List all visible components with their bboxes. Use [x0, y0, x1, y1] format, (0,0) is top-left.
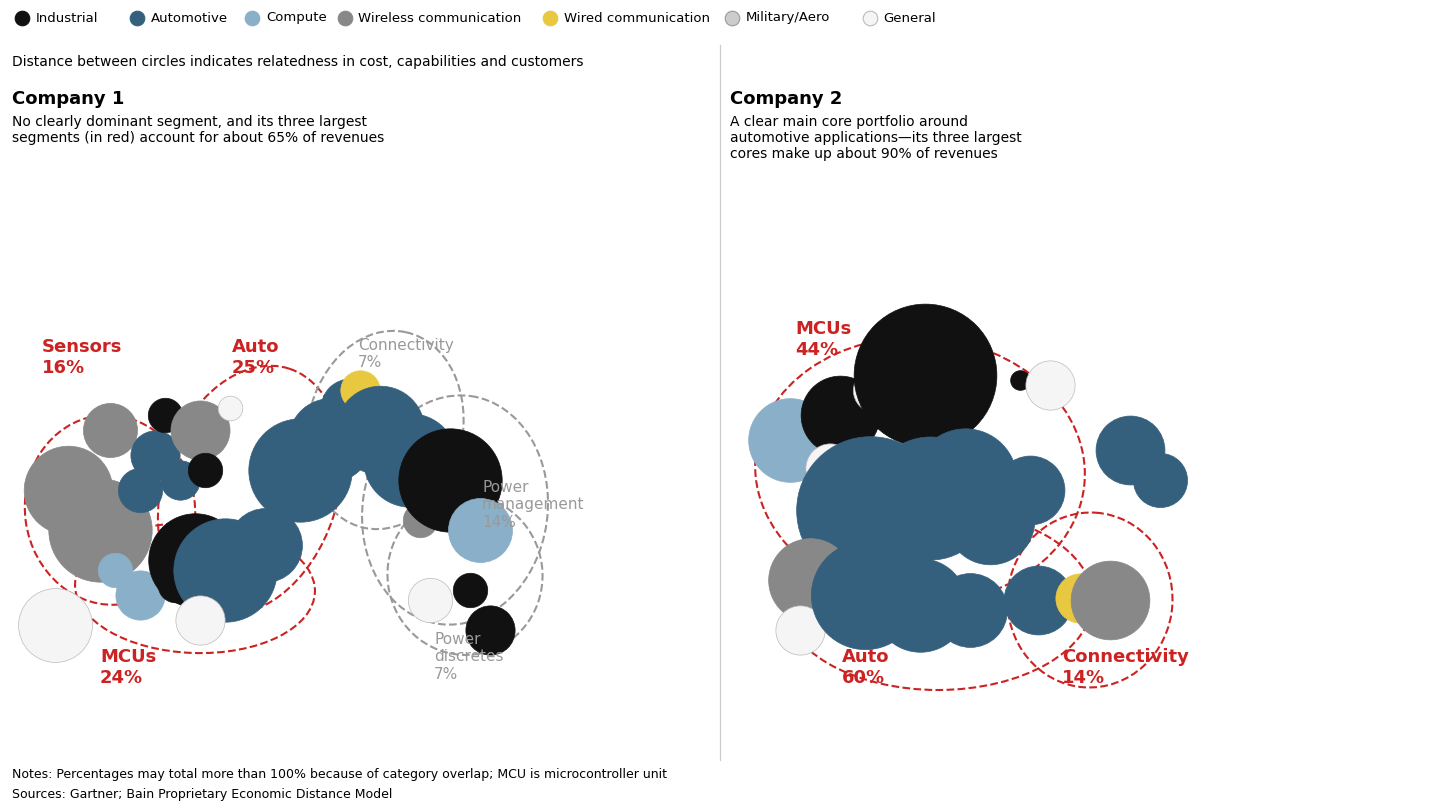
Point	[458, 583, 481, 596]
Point	[193, 463, 216, 476]
Point	[164, 578, 187, 591]
Point	[979, 514, 1002, 526]
Text: General: General	[884, 11, 936, 24]
Point	[288, 463, 311, 476]
Point	[125, 11, 148, 24]
Point	[144, 449, 167, 462]
Text: Industrial: Industrial	[36, 11, 98, 24]
Point	[128, 589, 151, 602]
Point	[828, 408, 851, 421]
Point	[1149, 474, 1172, 487]
Point	[128, 484, 151, 497]
Point	[854, 589, 877, 602]
Text: Compute: Compute	[266, 11, 327, 24]
Point	[168, 474, 192, 487]
Text: Wireless communication: Wireless communication	[359, 11, 521, 24]
Point	[478, 624, 501, 637]
Text: Company 1: Company 1	[12, 90, 124, 108]
Text: Power
discretes
7%: Power discretes 7%	[433, 632, 504, 682]
Point	[1008, 373, 1031, 386]
Text: Notes: Percentages may total more than 100% because of category overlap; MCU is : Notes: Percentages may total more than 1…	[12, 768, 667, 781]
Text: Sensors
16%: Sensors 16%	[42, 338, 122, 377]
Text: Distance between circles indicates relatedness in cost, capabilities and custome: Distance between circles indicates relat…	[12, 55, 583, 69]
Text: A clear main core portfolio around
automotive applications—its three largest
cor: A clear main core portfolio around autom…	[730, 115, 1022, 161]
Point	[1027, 594, 1050, 607]
Point	[333, 11, 356, 24]
Point	[953, 474, 976, 487]
Point	[789, 624, 812, 637]
Point	[913, 369, 936, 382]
Point	[720, 11, 743, 24]
Point	[56, 484, 79, 497]
Point	[909, 599, 932, 612]
Text: MCUs
44%: MCUs 44%	[795, 320, 851, 359]
Point	[1018, 484, 1041, 497]
Text: Automotive: Automotive	[151, 11, 228, 24]
Point	[858, 11, 881, 24]
Point	[419, 594, 442, 607]
Point	[798, 573, 821, 586]
Point	[438, 474, 461, 487]
Text: Auto
60%: Auto 60%	[842, 648, 890, 687]
Point	[864, 383, 887, 396]
Point	[189, 613, 212, 626]
Point	[468, 523, 491, 536]
Point	[1119, 444, 1142, 457]
Text: MCUs
24%: MCUs 24%	[99, 648, 157, 687]
Point	[189, 424, 212, 437]
Point	[318, 433, 341, 446]
Text: Connectivity
14%: Connectivity 14%	[1063, 648, 1189, 687]
Text: Connectivity
7%: Connectivity 7%	[359, 338, 454, 370]
Point	[338, 402, 361, 415]
Point	[253, 539, 276, 552]
Point	[369, 424, 392, 437]
Text: Power
management
14%: Power management 14%	[482, 480, 585, 530]
Point	[348, 383, 372, 396]
Point	[104, 564, 127, 577]
Point	[858, 504, 881, 517]
Point	[1068, 591, 1092, 604]
Point	[98, 424, 121, 437]
Point	[10, 11, 33, 24]
Point	[409, 514, 432, 526]
Point	[88, 523, 111, 536]
Point	[779, 433, 802, 446]
Point	[154, 408, 177, 421]
Point	[183, 553, 206, 566]
Text: Sources: Gartner; Bain Proprietary Economic Distance Model: Sources: Gartner; Bain Proprietary Econo…	[12, 788, 392, 801]
Point	[959, 603, 982, 616]
Text: Company 2: Company 2	[730, 90, 842, 108]
Point	[219, 402, 242, 415]
Point	[539, 11, 562, 24]
Point	[919, 492, 942, 505]
Point	[1099, 594, 1122, 607]
Point	[213, 564, 236, 577]
Point	[240, 11, 264, 24]
Point	[399, 454, 422, 467]
Text: Auto
25%: Auto 25%	[232, 338, 279, 377]
Text: No clearly dominant segment, and its three largest
segments (in red) account for: No clearly dominant segment, and its thr…	[12, 115, 384, 145]
Point	[818, 462, 841, 475]
Text: Wired communication: Wired communication	[563, 11, 710, 24]
Text: Military/Aero: Military/Aero	[746, 11, 831, 24]
Point	[1038, 378, 1061, 391]
Point	[43, 619, 66, 632]
